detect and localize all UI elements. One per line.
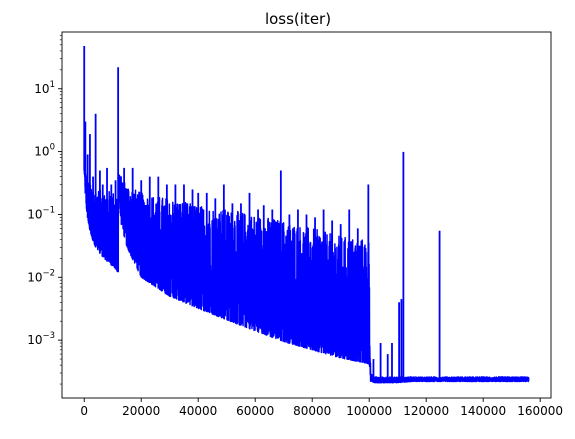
y-tick-label-4: 101	[34, 80, 55, 96]
y-tick-label-1: 10−2	[27, 268, 55, 284]
x-tick-label-4: 80000	[293, 404, 331, 418]
y-tick-label-2: 10−1	[27, 205, 55, 221]
x-tick-label-2: 40000	[179, 404, 217, 418]
x-tick-label-7: 140000	[460, 404, 506, 418]
axes: 0 20000 40000 60000 80000 100000 120000 140000 1…	[27, 31, 563, 418]
x-tick-label-0: 0	[80, 404, 88, 418]
y-tick-label-0: 10−3	[27, 331, 55, 347]
x-tick-label-5: 100000	[346, 404, 392, 418]
y-tick-label-3: 100	[34, 143, 55, 159]
chart-title: loss(iter)	[265, 10, 331, 28]
x-tick-label-1: 20000	[122, 404, 160, 418]
plot-area	[83, 45, 530, 384]
x-tick-label-8: 160000	[517, 404, 563, 418]
x-tick-label-3: 60000	[236, 404, 274, 418]
plot-frame	[61, 31, 552, 399]
x-tick-label-6: 120000	[403, 404, 449, 418]
